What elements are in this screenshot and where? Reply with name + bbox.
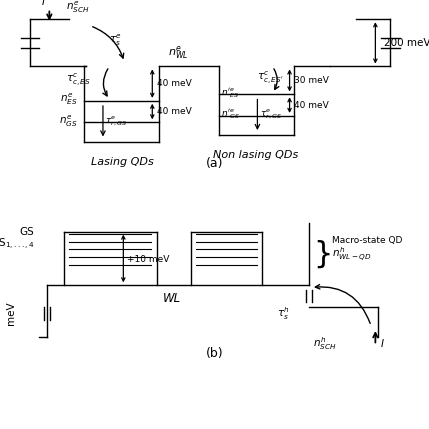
Text: $n^{e}_{ES}$: $n^{e}_{ES}$ (60, 92, 77, 107)
Text: $\tau^{e}_{r,GS}$: $\tau^{e}_{r,GS}$ (260, 108, 281, 121)
Text: $n^{e}_{WL}$: $n^{e}_{WL}$ (168, 44, 188, 61)
Text: (b): (b) (205, 347, 224, 360)
Text: +10 meV: +10 meV (127, 255, 169, 264)
Text: ES$_{1,...,4}$: ES$_{1,...,4}$ (0, 237, 34, 252)
Text: $\tau^{c}_{c,ES'}$: $\tau^{c}_{c,ES'}$ (257, 69, 284, 85)
Text: $\tau^{c}_{c,ES}$: $\tau^{c}_{c,ES}$ (66, 71, 91, 88)
Text: $I$: $I$ (380, 337, 384, 349)
Text: 40 meV: 40 meV (157, 79, 191, 88)
Text: Lasing QDs: Lasing QDs (91, 157, 154, 166)
Text: $n^{e}_{SCH}$: $n^{e}_{SCH}$ (66, 0, 90, 15)
Text: $n'^{e}_{GS}$: $n'^{e}_{GS}$ (221, 108, 240, 121)
Text: WL: WL (163, 292, 181, 305)
Text: Macro-state QD: Macro-state QD (332, 236, 403, 245)
Text: $n^{h}_{WL-QD}$: $n^{h}_{WL-QD}$ (332, 246, 372, 264)
Text: $\tau^{e}_{r,GS}$: $\tau^{e}_{r,GS}$ (105, 115, 127, 128)
Text: 40 meV: 40 meV (157, 107, 191, 116)
Text: $\tau^{e}_{s}$: $\tau^{e}_{s}$ (109, 33, 122, 48)
Text: (a): (a) (206, 157, 223, 169)
Text: Non lasing QDs: Non lasing QDs (213, 150, 298, 160)
Text: $n^{h}_{SCH}$: $n^{h}_{SCH}$ (313, 335, 337, 352)
Text: 200 meV: 200 meV (384, 38, 429, 48)
Text: $n'^{e}_{ES}$: $n'^{e}_{ES}$ (221, 86, 239, 100)
Text: 30 meV: 30 meV (294, 76, 329, 85)
Text: $\tau^{h}_{s}$: $\tau^{h}_{s}$ (277, 305, 290, 322)
Text: }: } (313, 240, 332, 269)
Text: $n^{e}_{GS}$: $n^{e}_{GS}$ (59, 113, 77, 129)
Text: $I$: $I$ (40, 0, 45, 7)
Text: GS: GS (20, 227, 34, 237)
Text: meV: meV (6, 301, 16, 325)
Text: 40 meV: 40 meV (294, 101, 329, 109)
